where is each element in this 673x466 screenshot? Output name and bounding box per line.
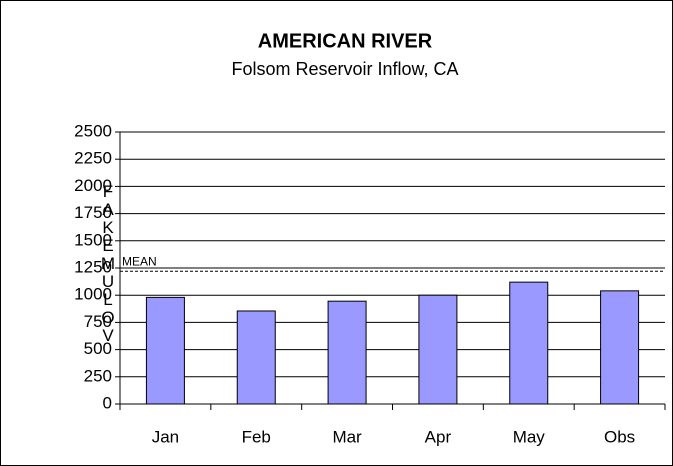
y-tick-label: 750 (84, 312, 112, 331)
bar (236, 310, 276, 405)
y-tick-label: 1000 (74, 285, 112, 304)
mean-label: MEAN (122, 254, 157, 268)
y-tick-label: 2500 (74, 121, 112, 140)
chart-subtitle: Folsom Reservoir Inflow, CA (231, 59, 458, 79)
x-tick-label: Apr (425, 427, 452, 446)
y-tick-label: 1250 (74, 257, 112, 276)
bar (509, 281, 549, 405)
bar (327, 300, 367, 405)
x-tick-label: Mar (332, 427, 362, 446)
x-tick-label: Jan (152, 427, 179, 446)
chart-title: AMERICAN RIVER (258, 30, 433, 52)
y-tick-label: 1500 (74, 230, 112, 249)
y-tick-label: 1750 (74, 203, 112, 222)
y-tick-label: 2250 (74, 149, 112, 168)
y-tick-label: 250 (84, 366, 112, 385)
bar (418, 294, 458, 405)
bar (145, 296, 185, 405)
x-tick-label: Obs (604, 427, 635, 446)
y-tick-label: 2000 (74, 176, 112, 195)
x-tick-label: May (513, 427, 546, 446)
y-tick-label: 0 (103, 393, 112, 412)
bar (600, 290, 640, 405)
y-tick-label: 500 (84, 339, 112, 358)
x-tick-label: Feb (242, 427, 271, 446)
